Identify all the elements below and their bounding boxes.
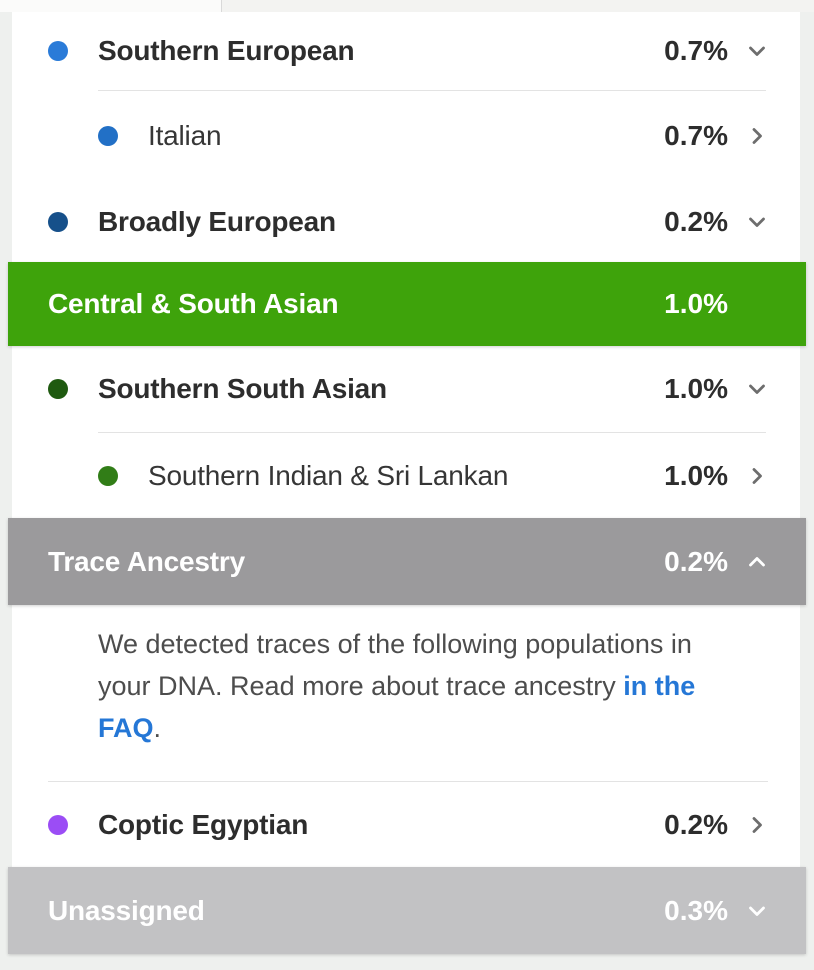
chevron-right-icon[interactable] [744,812,770,838]
population-label: Southern European [98,35,355,66]
trace-ancestry-header[interactable]: Trace Ancestry 0.2% [8,518,806,605]
chevron-down-icon[interactable] [744,38,770,64]
content-above-edge [0,0,222,12]
divider [98,432,766,433]
population-percent: 0.7% [664,120,728,151]
page-background-edge [0,0,814,12]
region-label: Central & South Asian [48,288,339,319]
ancestry-row-southern-south-asian[interactable]: Southern South Asian 1.0% [12,346,800,432]
faq-link[interactable]: in the FAQ [98,671,696,743]
population-label: Southern South Asian [98,373,387,404]
region-label: Unassigned [48,894,205,926]
population-color-dot [48,814,68,835]
population-percent: 1.0% [664,459,728,491]
trace-ancestry-description: We detected traces of the following popu… [12,605,800,781]
population-color-dot [98,126,118,146]
chevron-right-icon[interactable] [744,463,770,489]
population-label: Coptic Egyptian [98,808,309,840]
population-percent: 0.2% [664,808,728,840]
population-percent: 1.0% [664,373,728,404]
population-label: Broadly European [98,205,336,237]
chevron-down-icon[interactable] [744,898,770,924]
population-percent: 0.2% [664,205,728,237]
ancestry-row-italian[interactable]: Italian 0.7% [12,91,800,181]
population-label: Italian [148,120,222,151]
region-percent: 1.0% [664,288,728,319]
population-color-dot [48,211,68,232]
ancestry-row-broadly-european[interactable]: Broadly European 0.2% [12,181,800,262]
ancestry-row-coptic-egyptian[interactable]: Coptic Egyptian 0.2% [12,782,800,867]
population-color-dot [48,379,68,399]
divider [98,90,766,91]
region-percent: 0.3% [664,894,728,926]
divider [48,781,768,782]
population-color-dot [98,465,118,486]
region-percent: 0.2% [664,545,728,577]
chevron-down-icon[interactable] [744,209,770,235]
chevron-right-icon[interactable] [744,123,770,149]
region-label: Trace Ancestry [48,545,245,577]
region-header-central-south-asian[interactable]: Central & South Asian 1.0% [8,262,806,346]
ancestry-list-card: Southern European 0.7% Italian 0.7% Broa… [8,12,806,954]
ancestry-row-southern-indian-sri-lankan[interactable]: Southern Indian & Sri Lankan 1.0% [12,433,800,518]
unassigned-header[interactable]: Unassigned 0.3% [8,867,806,954]
chevron-down-icon[interactable] [744,376,770,402]
chevron-placeholder [744,291,770,317]
trace-description-period: . [153,713,162,743]
chevron-up-icon[interactable] [744,549,770,575]
population-percent: 0.7% [664,35,728,66]
trace-description-text: We detected traces of the following popu… [98,629,692,701]
population-color-dot [48,41,68,61]
ancestry-row-southern-european[interactable]: Southern European 0.7% [12,12,800,90]
population-label: Southern Indian & Sri Lankan [148,459,509,491]
